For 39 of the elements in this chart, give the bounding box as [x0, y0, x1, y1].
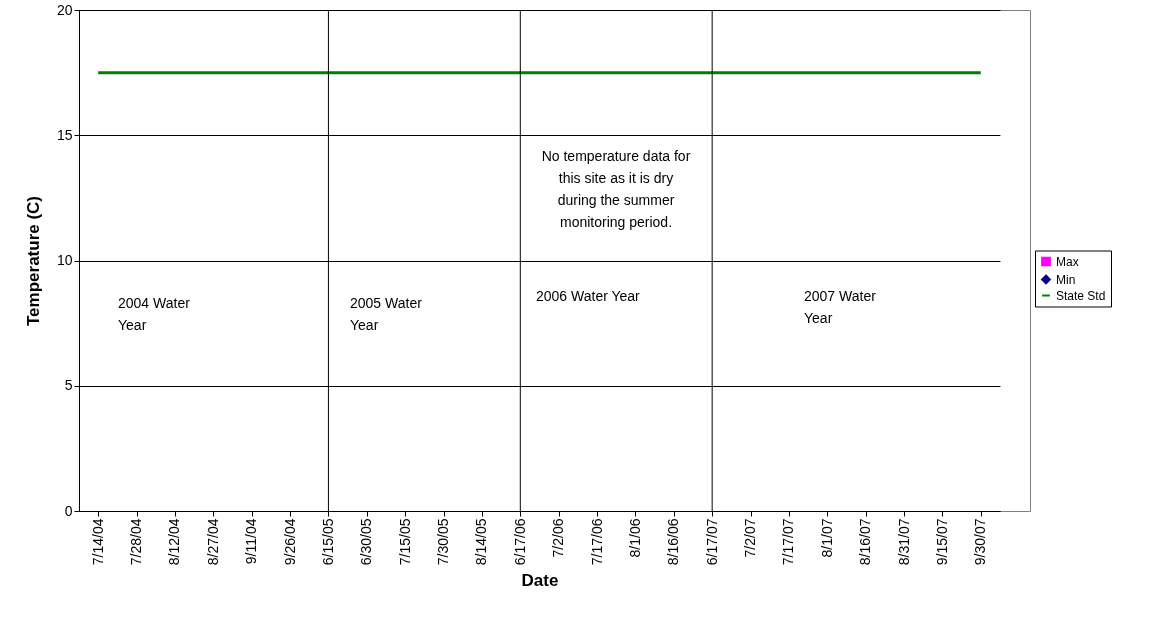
legend-label: Min	[1056, 272, 1076, 287]
y-tick-label: 5	[64, 377, 73, 394]
x-tick-label: 8/14/05	[473, 518, 490, 566]
x-axis-title: Date	[521, 571, 559, 591]
x-tick-label: 8/16/06	[665, 518, 682, 566]
x-tick-label: 6/30/05	[358, 518, 375, 566]
x-tick-label: 8/1/06	[626, 518, 643, 558]
y-tick-label: 15	[56, 126, 73, 143]
x-tick-label: 7/30/05	[435, 518, 452, 566]
x-tick-label: 7/14/04	[89, 518, 106, 566]
legend-label: Max	[1056, 254, 1079, 269]
annotation: 2006 Water Year	[536, 288, 641, 304]
x-tick-label: 8/1/07	[818, 518, 835, 558]
annotation: 2005 Water Year	[350, 295, 423, 333]
x-tick-label: 7/28/04	[128, 518, 145, 566]
annotation: 2007 Water Year	[804, 288, 877, 326]
x-tick-label: 6/17/06	[511, 518, 528, 566]
x-tick-label: 7/15/05	[396, 518, 413, 566]
x-tick-label: 7/2/07	[742, 518, 759, 558]
annotation: No temperature data for this site as it is dry during the summer monitoring period.	[541, 148, 691, 230]
x-tick-label: 7/2/06	[550, 518, 567, 558]
x-tick-label: 9/26/04	[281, 518, 298, 566]
x-tick-label: 8/12/04	[166, 518, 183, 566]
y-tick-label: 10	[56, 252, 73, 268]
x-tick-label: 8/16/07	[857, 518, 874, 566]
legend-label: State Std	[1056, 288, 1106, 303]
x-tick-label: 7/17/06	[588, 518, 605, 566]
x-tick-label: 9/30/07	[972, 518, 989, 566]
annotation: 2004 Water Year	[118, 295, 191, 333]
x-tick-label: 7/17/07	[780, 518, 797, 566]
x-tick-label: 9/15/07	[933, 518, 950, 566]
x-tick-label: 8/27/04	[204, 518, 221, 566]
y-tick-label: 0	[64, 502, 73, 519]
y-tick-label: 20	[56, 1, 73, 18]
x-tick-label: 8/31/07	[895, 518, 912, 566]
y-axis-title: Temperature (C)	[23, 195, 43, 327]
x-tick-label: 9/11/04	[243, 518, 260, 565]
x-tick-label: 6/17/07	[703, 518, 720, 566]
x-tick-label: 6/15/05	[319, 518, 336, 566]
